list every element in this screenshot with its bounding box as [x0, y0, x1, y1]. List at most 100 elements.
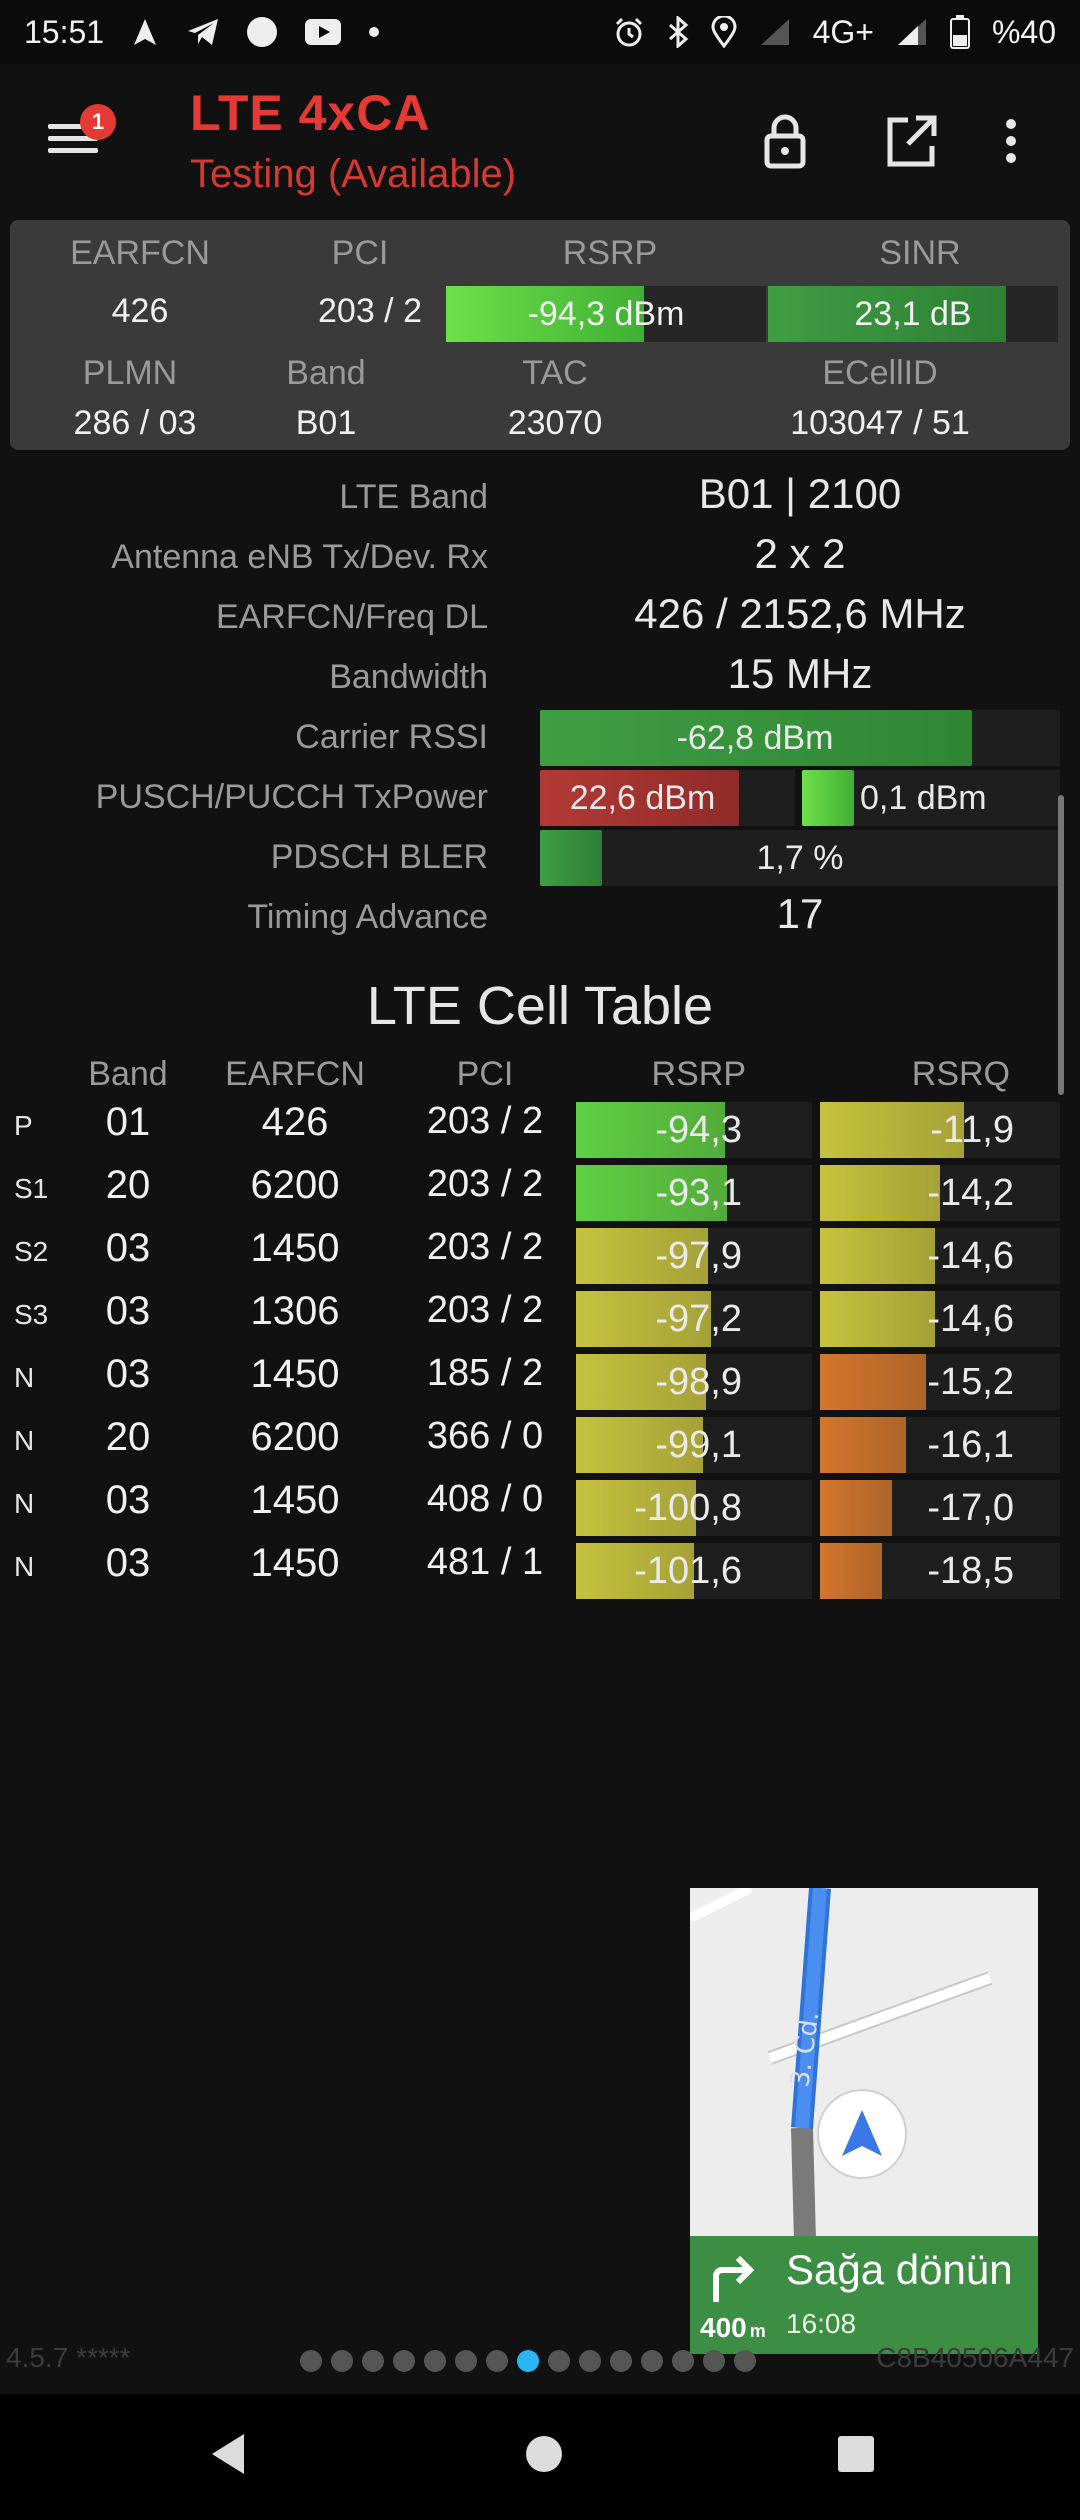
menu-icon-line [48, 136, 98, 141]
cell-rsrq-fill [820, 1543, 883, 1599]
carrier-rssi-label: Carrier RSSI [295, 718, 488, 756]
cell-band: 03 [105, 1478, 151, 1522]
page-dot[interactable] [548, 2350, 570, 2372]
rsrp-bar-fill [446, 286, 645, 342]
cell-band: 03 [105, 1289, 151, 1333]
bandwidth-label: Bandwidth [329, 658, 488, 696]
page-dot[interactable] [672, 2350, 694, 2372]
pci-header: PCI [331, 234, 389, 272]
cell-pci: 203 / 2 [426, 1163, 544, 1205]
signal-empty-icon [759, 17, 791, 47]
home-button[interactable] [514, 2424, 574, 2484]
overflow-menu-button[interactable] [986, 106, 1036, 176]
current-location-icon [842, 2110, 882, 2156]
cell-table-row: S2 03 1450 203 / 2 -97,9 -14,6 [0, 1226, 1080, 1286]
cell-earfcn: 1450 [250, 1541, 340, 1585]
cell-rsrp-fill [576, 1165, 728, 1221]
lock-button[interactable] [750, 106, 820, 176]
bler-value: 1,7 % [756, 838, 844, 877]
signal-icon [896, 17, 928, 47]
cell-rsrq: -14,6 [927, 1234, 1014, 1277]
open-external-button[interactable] [876, 106, 946, 176]
cell-rsrq-bar: -14,6 [820, 1291, 1060, 1347]
network-type: 4G+ [812, 13, 874, 50]
page-dot[interactable] [579, 2350, 601, 2372]
page-dot[interactable] [703, 2350, 725, 2372]
pci-value: 203 / 2 [318, 292, 422, 330]
scrollbar[interactable] [1058, 795, 1064, 1095]
dot-icon [368, 26, 380, 38]
page-dot[interactable] [610, 2350, 632, 2372]
cell-rsrq: -16,1 [927, 1423, 1014, 1466]
cell-rsrq-bar: -15,2 [820, 1354, 1060, 1410]
navigation-icon [130, 17, 160, 47]
page-dot[interactable] [424, 2350, 446, 2372]
cell-band: 01 [105, 1100, 151, 1144]
page-dot[interactable] [455, 2350, 477, 2372]
notification-badge: 1 [80, 104, 116, 140]
txpower-label: PUSCH/PUCCH TxPower [95, 778, 488, 816]
cell-rsrq-fill [820, 1102, 964, 1158]
lte-band-value: B01 | 2100 [698, 470, 902, 517]
bluetooth-icon [667, 16, 689, 48]
back-icon [212, 2434, 244, 2474]
cell-band: 20 [105, 1163, 151, 1207]
cell-rsrp-fill [576, 1102, 725, 1158]
status-bar: 15:51 4G+ [0, 0, 1080, 64]
home-icon [526, 2436, 562, 2472]
cell-rsrp: -98,9 [655, 1360, 742, 1403]
earfcn-freq-label: EARFCN/Freq DL [215, 598, 488, 636]
rsrp-value: -94,3 dBm [527, 294, 685, 333]
rsrq-column-header: RSRQ [911, 1055, 1010, 1093]
cell-earfcn: 1450 [250, 1352, 340, 1396]
cell-rsrq: -14,2 [927, 1171, 1014, 1214]
telegram-icon [186, 17, 220, 47]
page-dot[interactable] [331, 2350, 353, 2372]
cell-rsrp-fill [576, 1543, 694, 1599]
cell-pci: 203 / 2 [426, 1226, 544, 1268]
cell-rsrp-bar: -97,2 [576, 1291, 812, 1347]
page-dot[interactable] [362, 2350, 384, 2372]
plmn-value: 286 / 03 [73, 404, 197, 442]
cell-rsrq-fill [820, 1417, 907, 1473]
serving-cell-panel: EARFCN PCI RSRP SINR 426 203 / 2 -94,3 d… [10, 220, 1070, 450]
back-button[interactable] [200, 2424, 260, 2484]
page-indicator[interactable] [300, 2350, 756, 2372]
cell-table-row: N 20 6200 366 / 0 -99,1 -16,1 [0, 1415, 1080, 1475]
pucch-value: 0,1 dBm [860, 778, 987, 817]
cell-rsrp: -97,9 [655, 1234, 742, 1277]
page-dot[interactable] [517, 2350, 539, 2372]
cell-rsrp-fill [576, 1354, 706, 1410]
page-dot[interactable] [641, 2350, 663, 2372]
app-subtitle: Testing (Available) [190, 152, 517, 196]
cell-rsrp: -97,2 [655, 1297, 742, 1340]
page-dot[interactable] [486, 2350, 508, 2372]
turn-instruction-card[interactable]: Sağa dönün 16:08 400 m [690, 2236, 1038, 2354]
cell-rsrp-bar: -93,1 [576, 1165, 812, 1221]
bandwidth-value: 15 MHz [727, 650, 873, 697]
page-dot[interactable] [300, 2350, 322, 2372]
timing-advance-label: Timing Advance [247, 898, 488, 936]
page-dot[interactable] [734, 2350, 756, 2372]
bler-bar: 1,7 % [540, 830, 1060, 886]
street-label: 3. Cd. [785, 2010, 825, 2089]
cell-type: N [14, 1362, 35, 1393]
pucch-bar-fill [802, 770, 854, 826]
lock-icon [764, 114, 806, 169]
cell-earfcn: 1450 [250, 1226, 340, 1270]
sinr-bar-fill [768, 286, 1006, 342]
cell-rsrp-bar: -98,9 [576, 1354, 812, 1410]
cell-pci: 481 / 1 [426, 1541, 544, 1583]
rsrp-column-header: RSRP [651, 1055, 746, 1093]
app-version: 4.5.7 ***** [6, 2342, 131, 2373]
pusch-value: 22,6 dBm [569, 778, 716, 817]
recents-button[interactable] [826, 2424, 886, 2484]
sinr-value: 23,1 dB [854, 294, 972, 333]
battery-icon [949, 15, 970, 49]
arrival-time: 16:08 [786, 2308, 857, 2339]
cell-rsrp-bar: -94,3 [576, 1102, 812, 1158]
rsrp-header: RSRP [562, 234, 658, 272]
menu-button[interactable]: 1 [40, 104, 116, 176]
page-dot[interactable] [393, 2350, 415, 2372]
pci-column-header: PCI [456, 1055, 514, 1093]
